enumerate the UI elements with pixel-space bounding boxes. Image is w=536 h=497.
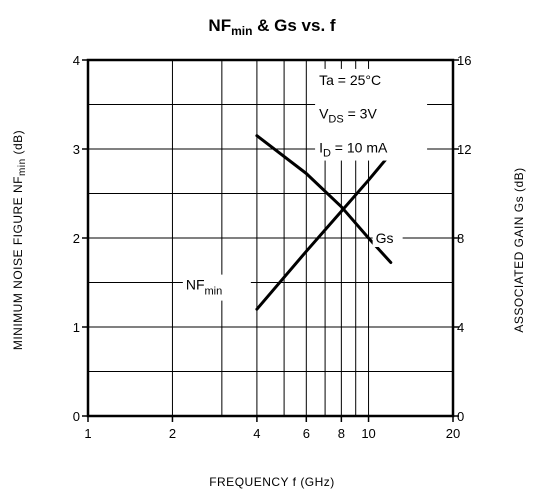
y-right-tick-labels: 0 4 8 12 16: [457, 53, 471, 424]
condition-1: VDS = 3V: [319, 106, 377, 126]
y-left-label-main: MINIMUM NOISE FIGURE NF: [11, 176, 25, 350]
x-tick-label-6: 6: [303, 426, 310, 441]
condition-1-sub: DS: [328, 114, 343, 126]
y-right-tick-label-8: 8: [457, 231, 464, 246]
series-label-0: NFmin: [186, 277, 222, 298]
series-label-0-sub: min: [205, 286, 223, 298]
plot-frame: [86, 58, 455, 418]
conditions-box: Ta = 25°C VDS = 3V ID = 10 mA: [315, 68, 428, 161]
condition-1-rest: = 3V: [344, 106, 378, 122]
x-tick-label-10: 10: [361, 426, 375, 441]
y-right-tick-label-12: 12: [457, 142, 471, 157]
y-axis-label-left: MINIMUM NOISE FIGURE NFmin (dB): [11, 130, 28, 350]
x-axis-label: FREQUENCY f (GHz): [209, 475, 335, 489]
chart-title: NFmin & Gs vs. f: [208, 16, 335, 38]
y-left-label-rest: (dB): [11, 130, 25, 159]
y-left-tick-labels: 0 1 2 3 4: [73, 53, 80, 424]
series-line-0: [255, 151, 393, 311]
condition-1-main: V: [319, 106, 329, 122]
x-tick-label-8: 8: [338, 426, 345, 441]
series-group: NFmin Gs: [182, 134, 403, 311]
y-left-tick-label-3: 3: [73, 142, 80, 157]
series-label-bg-1: [372, 229, 403, 247]
y-left-tick-label-0: 0: [73, 409, 80, 424]
chart-title-rest: & Gs vs. f: [252, 16, 335, 35]
y-right-tick-label-0: 0: [457, 409, 464, 424]
y-left-label-sub: min: [17, 158, 28, 176]
condition-0-main: Ta: [319, 72, 334, 88]
y-right-tick-label-16: 16: [457, 53, 471, 68]
x-tick-label-20: 20: [446, 426, 460, 441]
y-right-tick-label-4: 4: [457, 320, 464, 335]
y-left-tick-label-4: 4: [73, 53, 80, 68]
series-label-1: Gs: [376, 230, 394, 246]
condition-2-sub: D: [323, 148, 331, 160]
series-label-0-main: NF: [186, 277, 205, 293]
x-tick-label-2: 2: [169, 426, 176, 441]
condition-0: Ta = 25°C: [319, 72, 381, 88]
x-tick-label-1: 1: [84, 426, 91, 441]
chart-title-main: NF: [208, 16, 231, 35]
condition-2-rest: = 10 mA: [331, 140, 388, 156]
y-left-tick-label-2: 2: [73, 231, 80, 246]
x-tick-labels: 1 2 4 6 8 10 20: [84, 426, 460, 441]
chart-title-sub: min: [231, 24, 252, 38]
condition-0-rest: = 25°C: [334, 72, 381, 88]
y-left-tick-label-1: 1: [73, 320, 80, 335]
condition-2: ID = 10 mA: [319, 140, 388, 160]
condition-2-main: I: [319, 140, 323, 156]
series-label-bg-0: [182, 274, 251, 301]
x-tick-label-4: 4: [253, 426, 260, 441]
conditions-bg: [315, 68, 428, 161]
y-axis-label-right: ASSOCIATED GAIN Gs (dB): [512, 167, 526, 332]
